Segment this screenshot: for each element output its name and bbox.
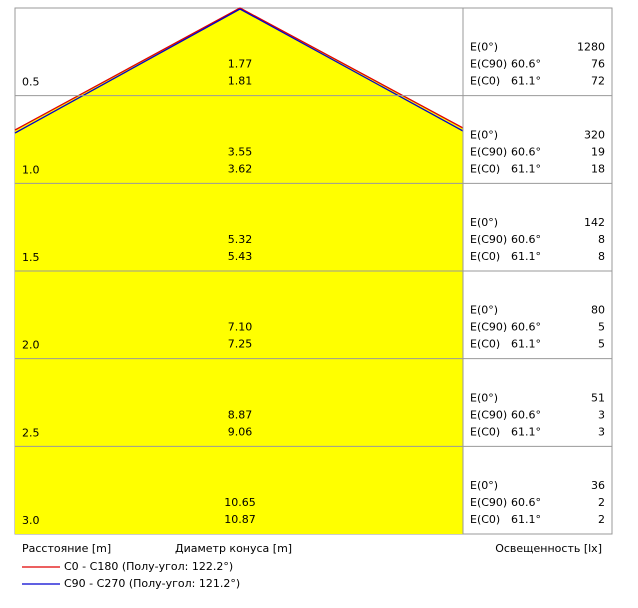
half-angle: 60.6° (511, 145, 541, 158)
half-angle: 60.6° (511, 496, 541, 509)
e-label: E(0°) (470, 391, 498, 404)
e-label: E(C0) (470, 162, 500, 175)
distance: 0.5 (22, 76, 40, 89)
distance-label: Расстояние [m] (22, 542, 111, 555)
e-label: E(0°) (470, 216, 498, 229)
distance: 2.5 (22, 426, 40, 439)
illuminance: 2 (598, 513, 605, 526)
distance: 2.0 (22, 339, 40, 352)
diameter: 5.43 (228, 250, 253, 263)
e-label: E(C90) (470, 496, 507, 509)
diameter: 9.06 (228, 425, 253, 438)
distance: 3.0 (22, 514, 40, 527)
half-angle: 61.1° (511, 513, 541, 526)
illuminance: 18 (591, 162, 605, 175)
diameter: 7.25 (228, 338, 253, 351)
legend-label: C0 - C180 (Полу-угол: 122.2°) (64, 560, 233, 573)
diameter: 7.10 (228, 321, 253, 334)
diameter-label: Диаметр конуса [m] (175, 542, 292, 555)
diameter: 3.62 (228, 162, 253, 175)
e-label: E(C0) (470, 513, 500, 526)
e-label: E(0°) (470, 304, 498, 317)
illuminance: 36 (591, 479, 605, 492)
half-angle: 61.1° (511, 338, 541, 351)
cone-edge-c90 (14, 8, 241, 134)
cone-edge-c0 (14, 7, 241, 131)
illuminance: 3 (598, 408, 605, 421)
illuminance: 8 (598, 250, 605, 263)
e-label: E(C90) (470, 233, 507, 246)
e-label: E(0°) (470, 41, 498, 54)
e-label: E(C0) (470, 338, 500, 351)
half-angle: 61.1° (511, 425, 541, 438)
illuminance: 72 (591, 75, 605, 88)
illuminance-label: Освещенность [lx] (495, 542, 602, 555)
half-angle: 61.1° (511, 162, 541, 175)
diameter: 5.32 (228, 233, 253, 246)
e-label: E(C0) (470, 425, 500, 438)
e-label: E(0°) (470, 479, 498, 492)
distance: 1.5 (22, 251, 40, 264)
illuminance: 51 (591, 391, 605, 404)
distance: 1.0 (22, 163, 40, 176)
e-label: E(C90) (470, 145, 507, 158)
diameter: 3.55 (228, 145, 253, 158)
half-angle: 60.6° (511, 233, 541, 246)
half-angle: 60.6° (511, 58, 541, 71)
diameter: 8.87 (228, 408, 253, 421)
illuminance: 320 (584, 128, 605, 141)
illuminance: 1280 (577, 41, 605, 54)
illuminance: 3 (598, 425, 605, 438)
legend-label: C90 - C270 (Полу-угол: 121.2°) (64, 577, 240, 590)
cone-edge-c90 (239, 8, 464, 132)
e-label: E(C90) (470, 58, 507, 71)
e-label: E(C90) (470, 408, 507, 421)
cone-edge-c0 (239, 7, 464, 129)
illuminance: 80 (591, 304, 605, 317)
half-angle: 61.1° (511, 75, 541, 88)
half-angle: 60.6° (511, 408, 541, 421)
e-label: E(0°) (470, 128, 498, 141)
illuminance: 76 (591, 58, 605, 71)
diameter: 10.87 (224, 513, 256, 526)
diameter: 1.77 (228, 58, 253, 71)
illuminance: 142 (584, 216, 605, 229)
illuminance: 8 (598, 233, 605, 246)
illuminance: 2 (598, 496, 605, 509)
half-angle: 61.1° (511, 250, 541, 263)
half-angle: 60.6° (511, 321, 541, 334)
e-label: E(C0) (470, 75, 500, 88)
diameter: 1.81 (228, 75, 253, 88)
illuminance: 5 (598, 321, 605, 334)
e-label: E(C0) (470, 250, 500, 263)
diameter: 10.65 (224, 496, 256, 509)
illuminance: 5 (598, 338, 605, 351)
e-label: E(C90) (470, 321, 507, 334)
illuminance: 19 (591, 145, 605, 158)
